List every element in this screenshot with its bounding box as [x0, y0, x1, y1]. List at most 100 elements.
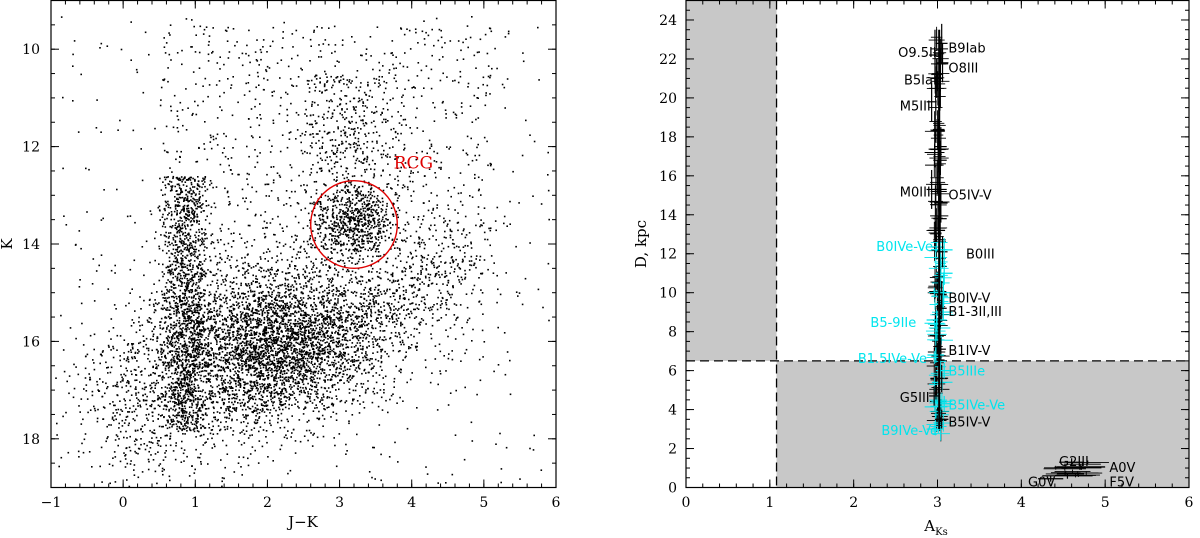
data-point — [280, 330, 282, 333]
data-point — [357, 366, 360, 368]
data-point — [290, 375, 292, 378]
data-point — [175, 309, 178, 311]
data-point — [164, 386, 167, 388]
data-point — [295, 289, 298, 291]
data-point — [263, 317, 266, 319]
data-point — [267, 248, 269, 250]
data-point — [247, 295, 250, 297]
data-point — [266, 317, 269, 319]
data-point — [342, 260, 344, 262]
data-point — [355, 367, 357, 369]
data-point — [201, 347, 204, 349]
data-point — [258, 310, 260, 312]
data-point — [79, 279, 81, 281]
data-point — [165, 231, 167, 234]
data-point — [259, 341, 262, 343]
data-point — [304, 311, 307, 314]
data-point — [226, 374, 228, 377]
data-point — [321, 303, 323, 306]
data-point — [236, 322, 238, 324]
data-point — [228, 363, 231, 365]
data-point — [427, 307, 430, 310]
data-point — [195, 207, 197, 210]
data-point — [300, 358, 303, 360]
data-point — [289, 360, 291, 362]
data-point — [188, 328, 190, 330]
data-point — [160, 392, 162, 395]
data-point — [245, 323, 248, 325]
data-point — [380, 396, 383, 399]
data-point — [185, 330, 188, 333]
data-point — [305, 353, 308, 356]
data-point — [168, 408, 170, 411]
data-point — [235, 410, 237, 412]
data-point — [196, 203, 199, 205]
data-point — [215, 338, 217, 340]
data-point — [183, 379, 186, 381]
data-point — [176, 183, 179, 186]
data-point — [182, 259, 184, 262]
data-point — [169, 302, 171, 305]
data-point — [390, 309, 392, 311]
data-point — [190, 316, 193, 318]
data-point — [181, 364, 184, 367]
data-point — [149, 318, 152, 320]
data-point — [473, 262, 476, 265]
data-point — [237, 402, 239, 404]
data-point — [287, 430, 289, 432]
data-point — [161, 328, 164, 330]
data-point — [177, 204, 180, 206]
data-point — [223, 357, 225, 359]
data-point — [374, 286, 377, 289]
data-point — [181, 350, 183, 353]
data-point — [269, 412, 271, 414]
data-point — [165, 408, 168, 411]
data-point — [238, 327, 241, 330]
data-point — [302, 413, 305, 415]
data-point — [240, 342, 242, 344]
data-point — [194, 398, 197, 401]
data-point — [196, 320, 198, 322]
data-point — [224, 347, 226, 349]
data-point — [263, 332, 266, 335]
data-point — [288, 396, 290, 398]
data-point — [313, 332, 315, 334]
data-point — [183, 340, 186, 343]
data-point — [185, 235, 188, 237]
data-point — [265, 367, 267, 370]
data-point — [372, 346, 375, 348]
data-point — [218, 391, 221, 394]
data-point — [177, 414, 180, 416]
data-point — [308, 339, 310, 341]
data-point — [271, 291, 274, 293]
data-point — [175, 306, 177, 308]
data-point — [219, 257, 222, 259]
data-point — [284, 309, 287, 312]
data-point — [256, 319, 258, 321]
data-point — [170, 289, 173, 291]
data-point — [187, 421, 189, 424]
data-point — [219, 310, 221, 313]
data-point — [307, 439, 309, 442]
data-point — [212, 318, 215, 321]
data-point — [269, 345, 272, 348]
data-point — [157, 350, 159, 352]
data-point — [286, 325, 289, 328]
data-point — [267, 362, 269, 364]
data-point — [314, 381, 317, 384]
data-point — [377, 342, 379, 345]
data-point — [181, 331, 184, 334]
data-point — [172, 238, 175, 241]
data-point — [247, 323, 249, 326]
data-point — [205, 361, 207, 363]
data-point — [299, 341, 302, 344]
data-point — [178, 333, 180, 335]
data-point — [165, 357, 167, 360]
data-point — [194, 364, 196, 366]
data-point — [171, 213, 173, 216]
data-point — [252, 280, 254, 282]
data-point — [287, 272, 290, 274]
data-point — [318, 281, 320, 283]
data-point — [319, 275, 322, 278]
data-point — [209, 364, 211, 366]
